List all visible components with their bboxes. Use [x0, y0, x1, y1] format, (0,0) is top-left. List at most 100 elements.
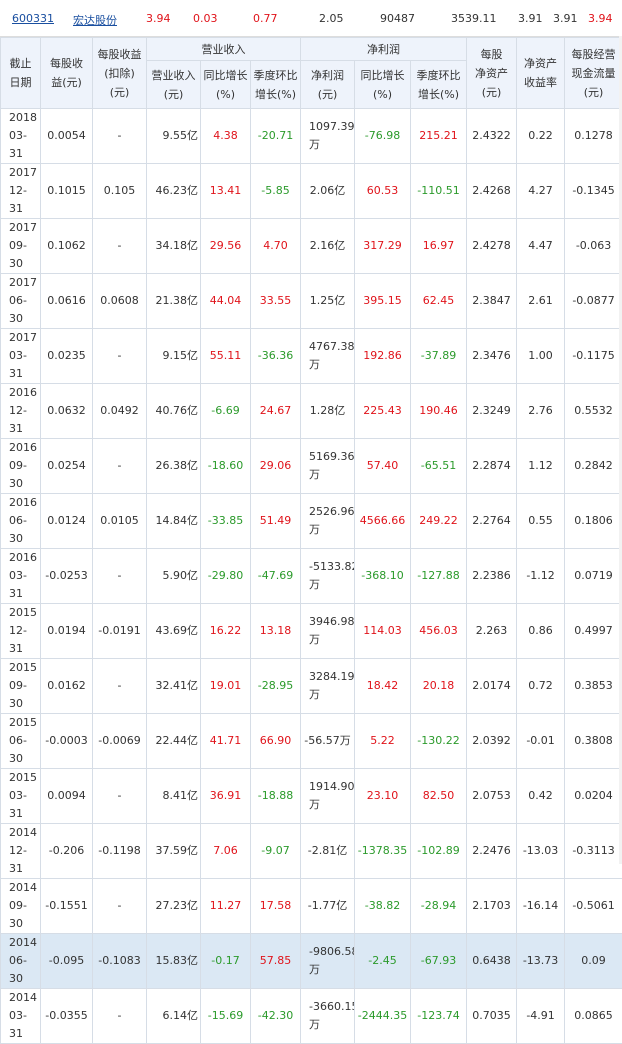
cell-nav: 2.4268: [467, 164, 517, 219]
cell-eps-deducted: -: [93, 549, 147, 604]
cell-roe: -0.01: [517, 714, 565, 769]
cell-eps: 0.0124: [41, 494, 93, 549]
cell-revenue-yoy: 41.71: [201, 714, 251, 769]
cell-profit-qoq: -28.94: [411, 879, 467, 934]
cell-nav: 2.3249: [467, 384, 517, 439]
cell-eps-deducted: -: [93, 109, 147, 164]
cell-roe: 0.55: [517, 494, 565, 549]
cell-profit-qoq: 82.50: [411, 769, 467, 824]
cell-revenue: 22.44亿: [147, 714, 201, 769]
cell-profit-yoy: -38.82: [355, 879, 411, 934]
header-revenue-group: 营业收入: [147, 38, 301, 61]
cell-eps-deducted: 0.105: [93, 164, 147, 219]
cell-eps-deducted: -0.0069: [93, 714, 147, 769]
cell-nav: 2.2476: [467, 824, 517, 879]
cell-revenue-yoy: 55.11: [201, 329, 251, 384]
cell-eps: 0.0194: [41, 604, 93, 659]
cell-revenue: 43.69亿: [147, 604, 201, 659]
cell-roe: 0.72: [517, 659, 565, 714]
cell-revenue: 9.55亿: [147, 109, 201, 164]
header-profit-group: 净利润: [301, 38, 467, 61]
cell-nav: 2.0753: [467, 769, 517, 824]
cell-revenue-qoq: 57.85: [251, 934, 301, 989]
cell-eps-deducted: -0.1198: [93, 824, 147, 879]
cell-eps: 0.1062: [41, 219, 93, 274]
cell-eps: 0.0235: [41, 329, 93, 384]
cell-profit-yoy: -2.45: [355, 934, 411, 989]
header-revenue: 营业收入(元): [147, 61, 201, 109]
cell-revenue-yoy: -29.80: [201, 549, 251, 604]
cell-revenue: 37.59亿: [147, 824, 201, 879]
header-profit-qoq: 季度环比增长(%): [411, 61, 467, 109]
quote-change: 0.03: [193, 12, 218, 25]
cell-eps: 0.0632: [41, 384, 93, 439]
cell-revenue-yoy: -15.69: [201, 989, 251, 1044]
cell-eps-deducted: -: [93, 769, 147, 824]
cell-revenue: 40.76亿: [147, 384, 201, 439]
cell-revenue-yoy: -0.17: [201, 934, 251, 989]
cell-revenue-qoq: -47.69: [251, 549, 301, 604]
cell-nav: 2.3847: [467, 274, 517, 329]
header-roe: 净资产收益率: [517, 38, 565, 109]
cell-nav: 2.0174: [467, 659, 517, 714]
cell-profit-qoq: -130.22: [411, 714, 467, 769]
cell-roe: 0.42: [517, 769, 565, 824]
cell-cashflow: 0.1806: [565, 494, 622, 549]
cell-profit-yoy: -1378.35: [355, 824, 411, 879]
stock-code-link[interactable]: 600331: [12, 12, 54, 25]
cell-profit: 1.25亿: [301, 274, 355, 329]
cell-cashflow: -0.1175: [565, 329, 622, 384]
cell-profit-yoy: 57.40: [355, 439, 411, 494]
cell-revenue-yoy: 29.56: [201, 219, 251, 274]
cell-revenue-yoy: 7.06: [201, 824, 251, 879]
cell-profit-qoq: -65.51: [411, 439, 467, 494]
cell-nav: 2.2386: [467, 549, 517, 604]
cell-profit-yoy: 317.29: [355, 219, 411, 274]
header-cashflow: 每股经营现金流量(元): [565, 38, 622, 109]
cell-revenue: 15.83亿: [147, 934, 201, 989]
cell-revenue-qoq: 33.55: [251, 274, 301, 329]
cell-revenue-qoq: -36.36: [251, 329, 301, 384]
stock-name-link[interactable]: 宏达股份: [73, 12, 117, 28]
cell-eps-deducted: -: [93, 219, 147, 274]
cell-cashflow: 0.1278: [565, 109, 622, 164]
cell-roe: -13.03: [517, 824, 565, 879]
cell-eps: 0.0162: [41, 659, 93, 714]
cell-revenue: 6.14亿: [147, 989, 201, 1044]
cell-profit-yoy: 395.15: [355, 274, 411, 329]
cell-eps: -0.0253: [41, 549, 93, 604]
cell-revenue: 26.38亿: [147, 439, 201, 494]
cell-revenue-yoy: -18.60: [201, 439, 251, 494]
cell-profit-yoy: 225.43: [355, 384, 411, 439]
cell-revenue-qoq: -42.30: [251, 989, 301, 1044]
cell-eps-deducted: -: [93, 439, 147, 494]
cell-profit-qoq: -102.89: [411, 824, 467, 879]
cell-profit-qoq: 16.97: [411, 219, 467, 274]
cell-profit-qoq: -37.89: [411, 329, 467, 384]
cell-revenue-qoq: 13.18: [251, 604, 301, 659]
cell-revenue-qoq: 29.06: [251, 439, 301, 494]
header-revenue-yoy: 同比增长(%): [201, 61, 251, 109]
cell-cashflow: 0.4997: [565, 604, 622, 659]
cell-profit-qoq: -127.88: [411, 549, 467, 604]
